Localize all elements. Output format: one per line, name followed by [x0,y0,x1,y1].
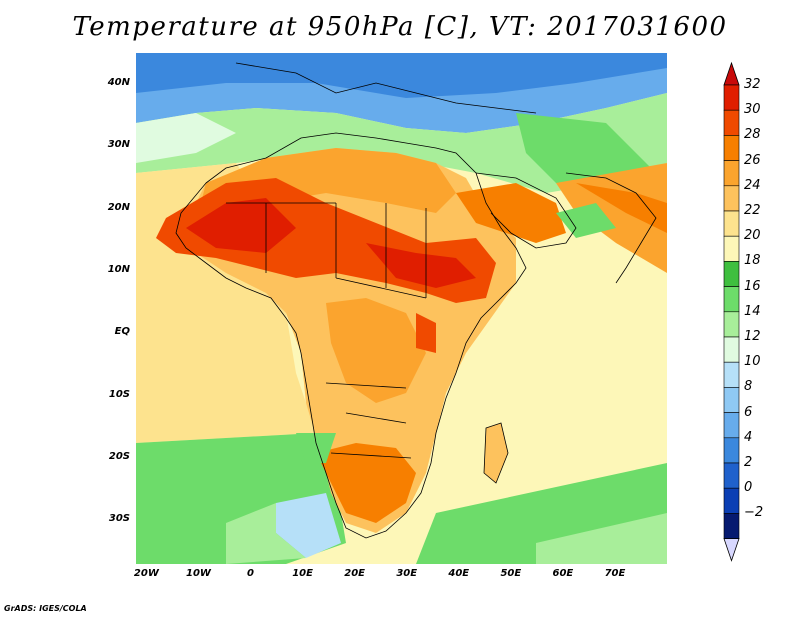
india-hot [576,183,667,233]
colorbar-segment [723,513,740,539]
indian-south-pale [536,513,667,564]
north-colder-zone [136,53,667,98]
madagascar-coast [483,422,509,484]
lon-label: 70E [604,568,626,579]
colorbar-level-label: 30 [744,102,761,118]
lake-region-hot [416,313,436,353]
arabia-warm [456,183,566,243]
lon-label: 40E [448,568,470,579]
colorbar-segment [723,185,740,212]
colorbar-level-label: 8 [744,379,753,395]
colorbar-level-label: −2 [744,505,764,521]
credit-text: GrADS: IGES/COLA [4,604,87,613]
colorbar-level-label: 28 [744,127,761,143]
colorbar-level-label: 32 [744,77,761,92]
colorbar-level-label: 16 [744,278,761,294]
colorbar-bottom-arrow [723,538,740,562]
colorbar-level-label: 4 [744,429,753,445]
north-green-zone [136,93,667,193]
colorbar-segment [723,235,740,262]
lon-label: 30E [396,568,418,579]
central-africa-warm [326,298,426,403]
lat-label: 20N [107,201,130,213]
colorbar-segment [723,261,740,287]
africa-coastline [175,132,527,539]
colorbar-segment [723,286,740,313]
colorbar-level-label: 14 [744,303,761,319]
colorbar-level-label: 0 [744,480,753,496]
colorbar-level-label: 22 [744,203,761,218]
central-sahel-hottest [366,243,476,288]
colorbar-level-label: 6 [744,404,753,420]
arabian-sea-green [556,203,616,238]
lat-label: 10S [108,388,130,400]
colorbar-level-label: 10 [744,354,761,370]
lon-label: 60E [552,568,574,579]
middle-east-green [516,113,656,183]
west-sahel-hottest [186,198,296,253]
lat-label: 30N [107,139,130,151]
colorbar-segment [723,135,740,161]
colorbar-level-label: 20 [744,228,761,244]
colorbar-segment [723,84,740,111]
map-title: Temperature at 950hPa [C], VT: 201703160… [72,12,728,42]
colorbar-level-label: 12 [744,329,761,344]
lat-label: 20S [108,451,130,463]
namibia-coast-green [296,433,336,463]
south-borders [325,382,412,459]
colorbar-segment [723,412,740,439]
lat-label: 30S [108,513,130,525]
colorbar-level-label: 2 [744,455,753,470]
colorbar-segment [723,437,740,464]
canary-pale-zone [136,113,236,163]
lon-label: 0 [247,568,254,579]
southern-africa-warm [316,443,416,523]
lat-label: EQ [114,326,130,338]
india-coast [565,172,657,284]
colorbar-segment [723,210,740,237]
colorbar-level-label: 26 [744,152,761,168]
colorbar-segment [723,336,740,363]
colorbar-segment [723,487,740,514]
coastlines [175,62,657,539]
lon-label: 10W [185,568,211,579]
colorbar-segment [723,387,740,413]
colorbar-level-label: 24 [744,177,761,193]
country-borders [226,202,427,299]
colorbar-top-arrow [723,61,740,86]
lat-label: 10N [107,264,130,276]
lon-label: 10E [292,568,313,579]
lon-label: 20W [133,568,159,579]
lon-label: 50E [500,568,522,579]
arabia-coast [475,172,577,249]
colorbar-level-label: 18 [744,253,761,269]
colorbar-segment [723,311,740,338]
south-atlantic-pale [226,503,306,564]
colorbar-segment [723,462,740,489]
map-canvas [136,53,667,564]
colorbar-segment [723,160,740,187]
colorbar-segment [723,361,740,388]
temperature-map [136,53,667,564]
europe-coast [235,62,537,114]
lat-label: 40N [107,77,130,89]
colorbar-segment [723,109,740,136]
south-atlantic-cold-patch [276,493,341,558]
lon-label: 20E [344,568,366,579]
